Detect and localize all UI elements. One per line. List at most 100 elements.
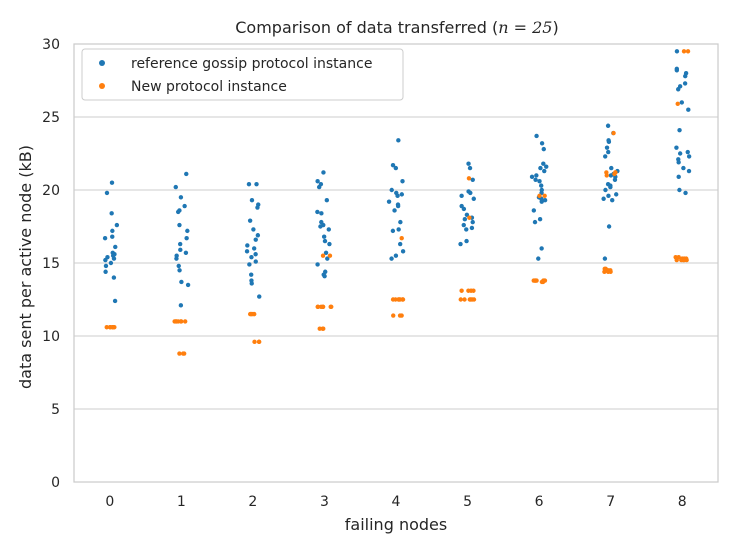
x-tick-label: 2 bbox=[248, 494, 257, 510]
legend-frame bbox=[81, 48, 404, 101]
grid-lines bbox=[74, 116, 718, 410]
reference-point bbox=[612, 177, 618, 182]
reference-point bbox=[534, 133, 539, 139]
reference-point bbox=[324, 198, 330, 203]
reference-point bbox=[178, 303, 184, 308]
new-protocol-point bbox=[320, 253, 326, 258]
x-tick-label: 3 bbox=[320, 494, 329, 510]
new-protocol-point bbox=[612, 171, 617, 177]
reference-point bbox=[464, 212, 470, 218]
reference-point bbox=[603, 187, 608, 193]
reference-point bbox=[249, 198, 255, 203]
new-protocol-point bbox=[537, 193, 542, 199]
reference-point bbox=[255, 205, 260, 210]
reference-point bbox=[685, 149, 690, 155]
reference-point bbox=[177, 222, 182, 228]
reference-point bbox=[677, 187, 682, 193]
reference-point bbox=[541, 146, 546, 152]
legend-marker-new bbox=[99, 83, 105, 89]
reference-point bbox=[606, 139, 612, 145]
new-protocol-point bbox=[675, 101, 680, 107]
reference-point bbox=[175, 209, 181, 215]
reference-point bbox=[393, 165, 399, 171]
reference-point bbox=[246, 181, 252, 187]
reference-point bbox=[257, 294, 262, 299]
reference-point bbox=[109, 180, 115, 185]
reference-point bbox=[390, 162, 396, 168]
new-protocol-point bbox=[462, 297, 467, 302]
reference-point bbox=[677, 127, 682, 133]
reference-point bbox=[539, 246, 544, 251]
reference-point bbox=[532, 219, 538, 225]
new-protocol-point bbox=[252, 339, 257, 345]
reference-point bbox=[114, 222, 120, 228]
reference-point bbox=[610, 198, 615, 203]
new-protocol-point bbox=[256, 339, 262, 345]
reference-point bbox=[608, 184, 613, 190]
y-tick-label: 5 bbox=[51, 402, 60, 418]
reference-point bbox=[322, 273, 327, 279]
reference-point bbox=[251, 246, 257, 251]
reference-point bbox=[392, 208, 397, 213]
new-protocol-point bbox=[399, 235, 404, 241]
reference-point bbox=[471, 196, 476, 201]
reference-point bbox=[541, 161, 546, 166]
legend-label-new: New protocol instance bbox=[131, 79, 287, 95]
reference-point bbox=[458, 241, 463, 247]
reference-point bbox=[254, 181, 259, 187]
reference-point bbox=[674, 68, 680, 73]
x-tick-label: 7 bbox=[606, 494, 615, 510]
new-protocol-point bbox=[327, 253, 333, 258]
reference-point bbox=[319, 211, 324, 216]
reference-point bbox=[602, 256, 608, 261]
reference-point bbox=[326, 227, 331, 232]
new-protocol-point bbox=[104, 325, 109, 330]
reference-point bbox=[249, 281, 254, 286]
reference-point bbox=[467, 165, 473, 171]
new-protocol-point bbox=[611, 130, 616, 136]
reference-point bbox=[604, 145, 610, 150]
y-tick-label: 25 bbox=[42, 110, 60, 126]
new-protocol-point bbox=[110, 325, 115, 330]
reference-point bbox=[674, 49, 680, 54]
reference-point bbox=[173, 184, 178, 190]
reference-point bbox=[398, 219, 403, 225]
x-tick-label: 1 bbox=[177, 494, 186, 510]
reference-point bbox=[464, 227, 469, 232]
reference-point bbox=[542, 198, 548, 203]
reference-point bbox=[682, 81, 688, 86]
legend: reference gossip protocol instance New p… bbox=[81, 48, 404, 101]
reference-point bbox=[176, 263, 181, 269]
new-protocol-point bbox=[178, 319, 183, 324]
reference-point bbox=[538, 165, 543, 171]
reference-point bbox=[390, 228, 396, 234]
reference-point bbox=[184, 235, 189, 241]
y-tick-label: 15 bbox=[42, 256, 60, 272]
chart-title: Comparison of data transferred (n = 25) bbox=[235, 18, 558, 37]
reference-point bbox=[245, 243, 250, 248]
reference-point bbox=[470, 177, 475, 182]
reference-point bbox=[534, 173, 539, 178]
reference-point bbox=[253, 237, 258, 242]
new-protocol-point bbox=[397, 313, 403, 318]
reference-point bbox=[253, 252, 258, 257]
reference-point bbox=[104, 190, 110, 196]
reference-point bbox=[539, 183, 544, 188]
reference-point bbox=[466, 161, 471, 166]
reference-point bbox=[681, 165, 686, 171]
reference-point bbox=[469, 225, 475, 231]
y-tick-label: 10 bbox=[42, 329, 60, 345]
reference-point bbox=[109, 211, 114, 216]
reference-point bbox=[244, 249, 250, 254]
new-protocol-point bbox=[685, 49, 691, 54]
reference-point bbox=[683, 73, 688, 79]
new-protocol-point bbox=[539, 279, 545, 285]
reference-point bbox=[249, 254, 254, 260]
reference-point bbox=[112, 298, 118, 304]
reference-point bbox=[461, 222, 466, 228]
reference-point bbox=[676, 174, 681, 180]
reference-point bbox=[529, 174, 535, 180]
new-protocol-point bbox=[471, 297, 477, 302]
reference-point bbox=[179, 279, 184, 285]
